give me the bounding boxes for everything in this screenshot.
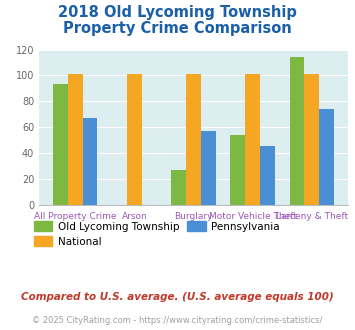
- Text: 2018 Old Lycoming Township: 2018 Old Lycoming Township: [58, 5, 297, 20]
- Bar: [245, 74, 260, 205]
- Legend: Old Lycoming Township, National, Pennsylvania: Old Lycoming Township, National, Pennsyl…: [34, 221, 280, 247]
- Text: Property Crime Comparison: Property Crime Comparison: [63, 21, 292, 36]
- Text: © 2025 CityRating.com - https://www.cityrating.com/crime-statistics/: © 2025 CityRating.com - https://www.city…: [32, 316, 323, 325]
- Bar: [290, 57, 304, 205]
- Bar: [186, 74, 201, 205]
- Text: Compared to U.S. average. (U.S. average equals 100): Compared to U.S. average. (U.S. average …: [21, 292, 334, 302]
- Bar: [260, 147, 275, 205]
- Bar: [171, 170, 186, 205]
- Bar: [68, 74, 83, 205]
- Bar: [201, 131, 215, 205]
- Bar: [230, 135, 245, 205]
- Bar: [83, 118, 97, 205]
- Bar: [304, 74, 319, 205]
- Bar: [319, 109, 334, 205]
- Bar: [127, 74, 142, 205]
- Bar: [53, 84, 68, 205]
